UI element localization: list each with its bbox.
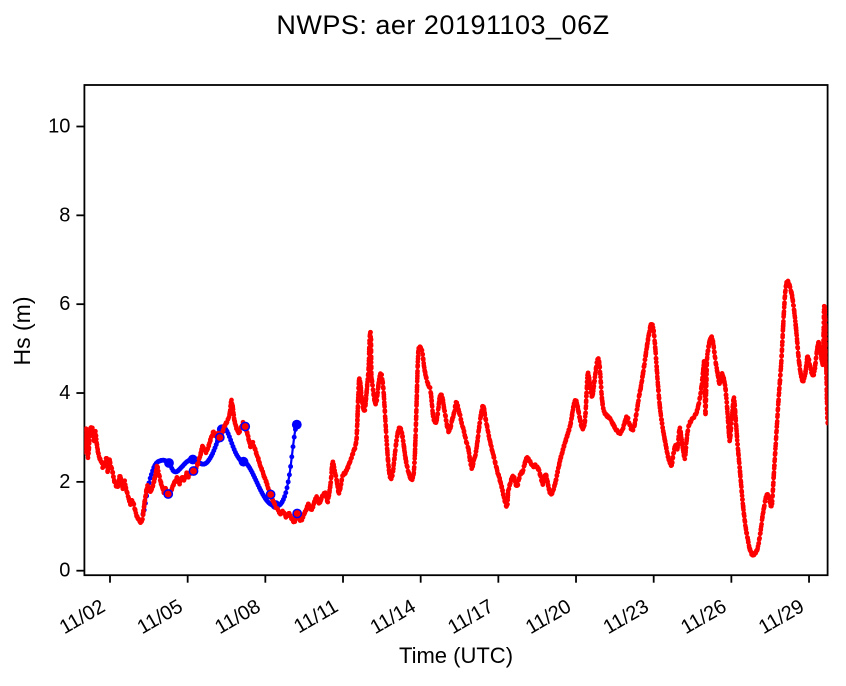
svg-text:0: 0 <box>59 560 70 582</box>
svg-text:8: 8 <box>59 204 70 226</box>
svg-text:Hs (m): Hs (m) <box>9 297 35 366</box>
svg-text:2: 2 <box>59 471 70 493</box>
svg-text:NWPS: aer 20191103_06Z: NWPS: aer 20191103_06Z <box>276 10 609 40</box>
svg-text:4: 4 <box>59 382 70 404</box>
svg-text:Time (UTC): Time (UTC) <box>399 643 513 668</box>
svg-text:10: 10 <box>48 116 70 138</box>
svg-text:6: 6 <box>59 293 70 315</box>
